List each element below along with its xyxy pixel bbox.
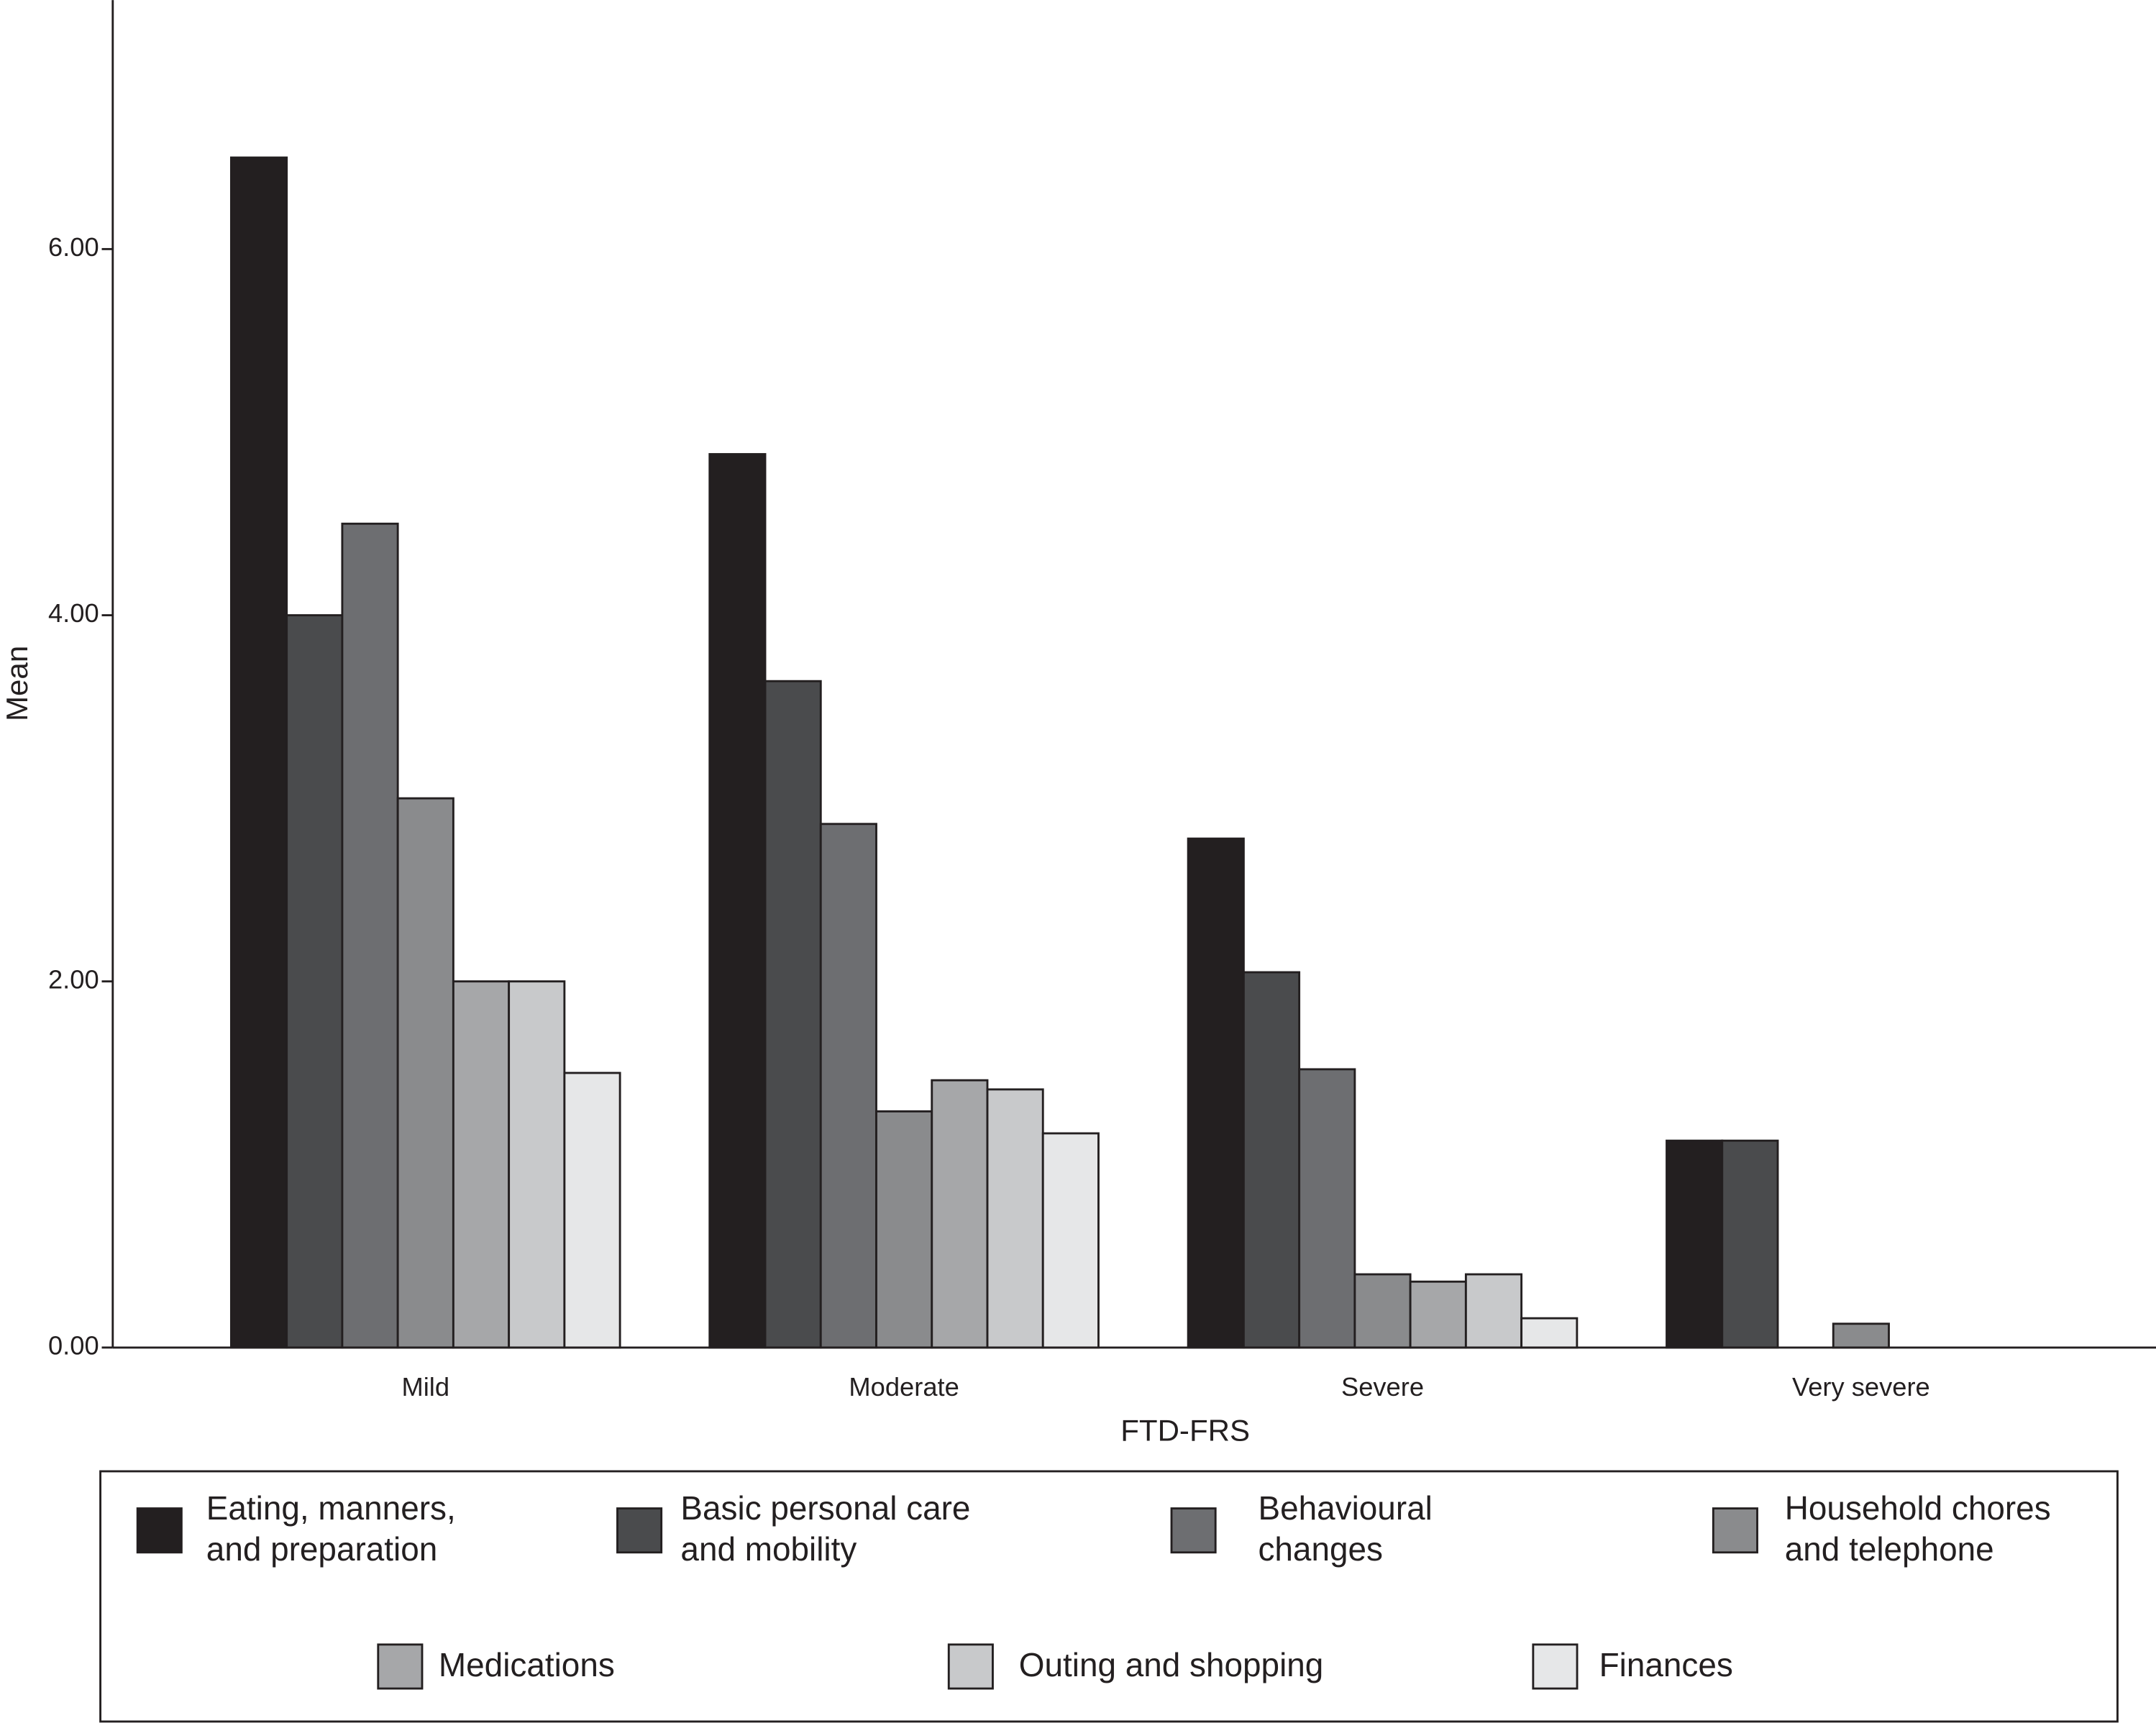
x-tick-label: Mild bbox=[401, 1372, 449, 1402]
bar bbox=[229, 156, 288, 1349]
y-tick-label: 0.00 bbox=[48, 1330, 99, 1360]
legend-box bbox=[99, 1470, 2119, 1723]
bar bbox=[764, 680, 822, 1349]
legend-label-wrap: Behavioural changes bbox=[1258, 1476, 1492, 1586]
legend-label-wrap: Household chores and telephone bbox=[1785, 1476, 2088, 1586]
legend-label-box: Household chores and telephone bbox=[1785, 1476, 2088, 1586]
x-tick-label: Very severe bbox=[1792, 1372, 1930, 1402]
bar bbox=[986, 1088, 1044, 1349]
bar bbox=[931, 1079, 989, 1349]
bar bbox=[341, 522, 399, 1349]
bar bbox=[452, 980, 511, 1349]
bar bbox=[1520, 1317, 1579, 1349]
legend-label-box: Medications bbox=[439, 1612, 851, 1722]
bar bbox=[1832, 1322, 1890, 1349]
legend-label-box: Basic personal care and mobility bbox=[680, 1476, 1010, 1586]
y-tick-label: 4.00 bbox=[48, 598, 99, 628]
bar bbox=[875, 1110, 933, 1349]
legend-swatch bbox=[136, 1507, 183, 1554]
legend-label: Outing and shopping bbox=[1018, 1647, 1324, 1685]
bar bbox=[1721, 1139, 1779, 1349]
legend-label-wrap: Outing and shopping bbox=[1019, 1612, 1432, 1722]
x-tick-label: Severe bbox=[1341, 1372, 1424, 1402]
y-axis-label: Mean bbox=[0, 646, 34, 721]
bar bbox=[819, 823, 877, 1349]
x-tick-label: Moderate bbox=[849, 1372, 959, 1402]
bar bbox=[1041, 1132, 1100, 1349]
legend-label-box: Finances bbox=[1599, 1612, 2012, 1722]
legend-swatch bbox=[947, 1643, 994, 1690]
legend-label-wrap: Eating, manners, and preparation bbox=[206, 1476, 495, 1586]
legend-label-box: Behavioural changes bbox=[1258, 1476, 1492, 1586]
x-axis-label: FTD-FRS bbox=[1120, 1414, 1250, 1448]
bar bbox=[1298, 1068, 1356, 1349]
legend-swatch bbox=[1712, 1507, 1758, 1554]
legend-label: Medications bbox=[438, 1647, 615, 1685]
bar bbox=[1409, 1280, 1467, 1349]
bar bbox=[1464, 1273, 1523, 1349]
legend-label: Basic personal care and mobility bbox=[680, 1490, 971, 1569]
legend-label: Eating, manners, and preparation bbox=[206, 1490, 456, 1569]
bar bbox=[1666, 1139, 1724, 1349]
legend-swatch bbox=[377, 1643, 424, 1690]
legend-label-wrap: Medications bbox=[439, 1612, 851, 1722]
bar bbox=[286, 614, 344, 1349]
legend-label: Finances bbox=[1599, 1647, 1733, 1685]
bar bbox=[508, 980, 566, 1349]
legend-swatch bbox=[616, 1507, 663, 1554]
bar bbox=[1353, 1273, 1412, 1349]
legend-label: Behavioural changes bbox=[1258, 1490, 1433, 1569]
y-tick-label: 2.00 bbox=[48, 964, 99, 994]
y-tick-label: 6.00 bbox=[48, 232, 99, 262]
legend-swatch bbox=[1170, 1507, 1217, 1554]
legend-label-wrap: Finances bbox=[1599, 1612, 2012, 1722]
bar bbox=[1187, 837, 1245, 1349]
bar bbox=[1242, 971, 1301, 1349]
bar bbox=[563, 1071, 621, 1349]
legend-label-box: Outing and shopping bbox=[1019, 1612, 1432, 1722]
bar bbox=[396, 797, 455, 1349]
legend-label: Household chores and telephone bbox=[1784, 1490, 2051, 1569]
legend-label-box: Eating, manners, and preparation bbox=[206, 1476, 495, 1586]
legend-swatch bbox=[1532, 1643, 1579, 1690]
bar bbox=[708, 453, 767, 1349]
legend-label-wrap: Basic personal care and mobility bbox=[680, 1476, 1010, 1586]
